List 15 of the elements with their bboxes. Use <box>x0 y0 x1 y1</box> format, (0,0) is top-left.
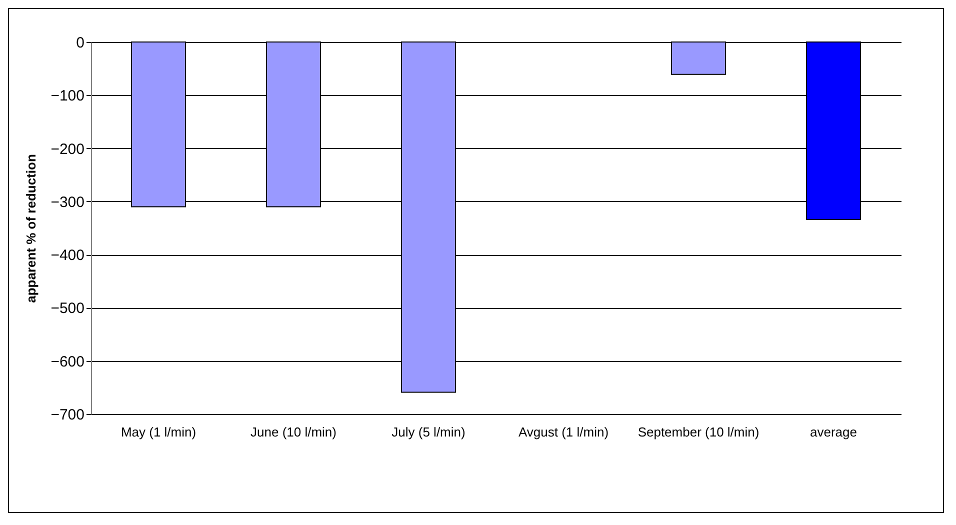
y-tick-label: −700 <box>50 406 84 424</box>
y-tick-label: −300 <box>50 194 84 211</box>
y-tick-label: −100 <box>50 88 84 105</box>
x-tick-label: average <box>810 424 857 440</box>
x-tick-label: June (10 l/min) <box>250 424 336 440</box>
x-tick-label: September (10 l/min) <box>638 424 760 440</box>
y-tick-label: −400 <box>50 247 84 264</box>
y-tick-label: −600 <box>50 353 84 370</box>
y-tick-label: 0 <box>76 34 84 52</box>
x-tick-label: May (1 l/min) <box>120 424 196 440</box>
y-tick-label: −500 <box>50 300 84 318</box>
y-tick-label: −200 <box>50 140 84 158</box>
x-tick-label: July (5 l/min) <box>392 424 466 440</box>
x-tick-label: Avgust (1 l/min) <box>518 424 609 440</box>
y-axis-title: apparent % of reduction <box>24 154 39 303</box>
